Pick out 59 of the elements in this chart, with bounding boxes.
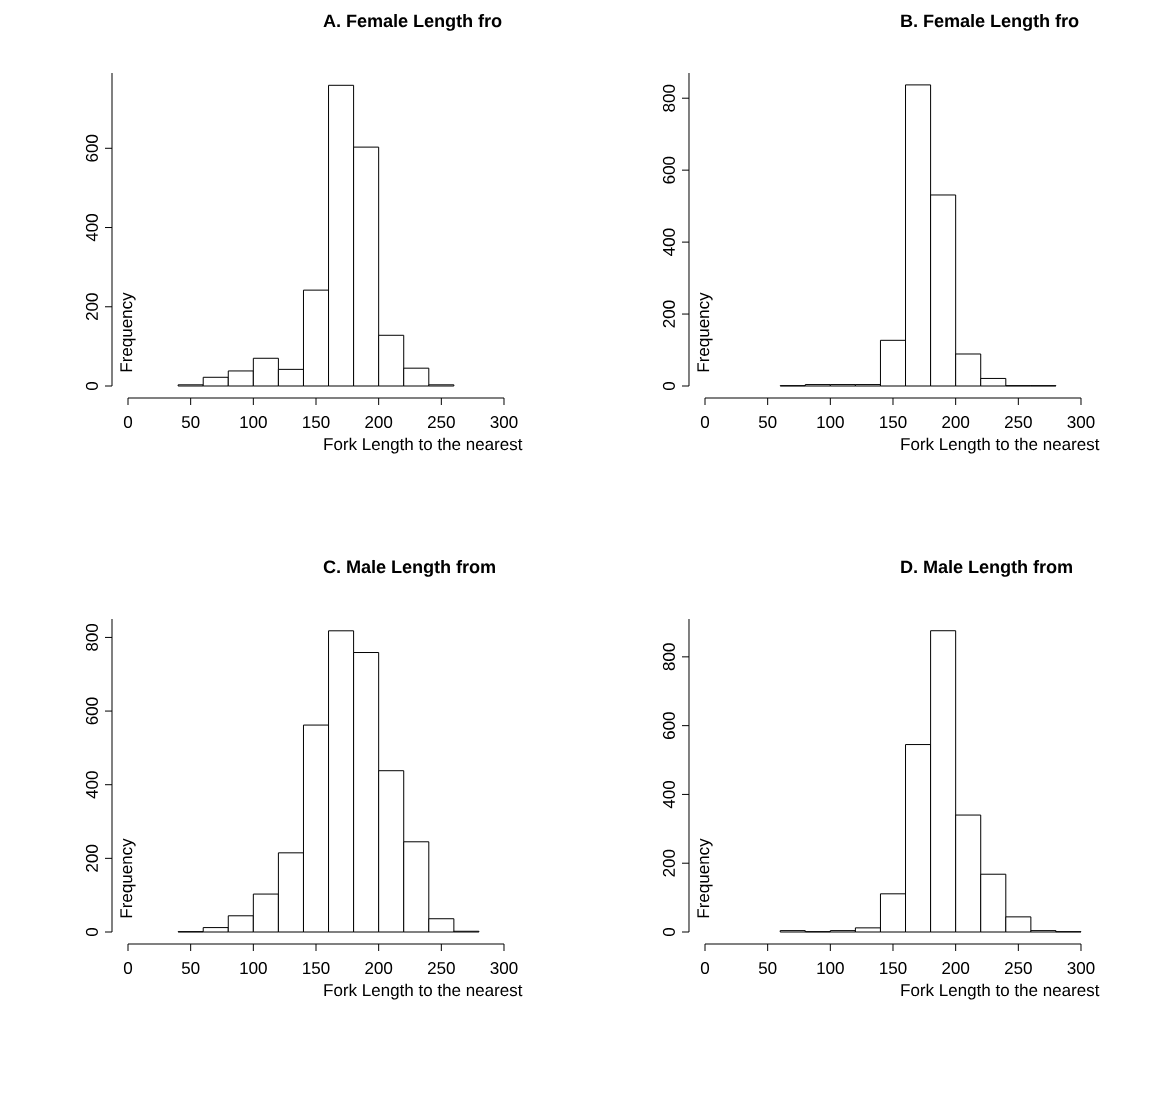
y-tick-label: 600	[662, 712, 675, 739]
x-tick-label: 50	[758, 416, 777, 429]
x-tick-label: 50	[181, 416, 200, 429]
y-tick-label: 400	[662, 780, 675, 809]
x-tick-label: 250	[428, 962, 455, 975]
x-axis-title: Fork Length to the nearest	[901, 437, 1100, 454]
x-tick-label: 150	[303, 962, 330, 975]
x-tick-label: 100	[817, 416, 844, 429]
y-tick-label: 200	[85, 844, 98, 872]
chart-title: D. Male Length from	[901, 559, 1072, 577]
x-axis-title: Fork Length to the nearest	[901, 983, 1100, 1000]
x-tick-label: 150	[880, 416, 907, 429]
x-tick-label: 200	[365, 962, 393, 975]
y-axis-title: Frequency	[120, 292, 136, 372]
x-tick-label: 100	[240, 962, 267, 975]
y-tick-label: 200	[662, 300, 675, 328]
x-tick-label: 250	[428, 416, 455, 429]
y-tick-label: 200	[85, 293, 98, 321]
x-tick-label: 0	[700, 416, 710, 429]
x-tick-label: 150	[880, 962, 907, 975]
x-tick-label: 200	[942, 416, 970, 429]
x-tick-label: 200	[942, 962, 970, 975]
y-tick-label: 600	[85, 134, 98, 162]
x-tick-label: 300	[490, 962, 518, 975]
x-tick-label: 0	[700, 962, 710, 975]
x-tick-label: 0	[123, 962, 133, 975]
x-tick-label: 250	[1005, 416, 1032, 429]
y-tick-label: 800	[85, 623, 98, 651]
x-tick-label: 300	[1067, 962, 1095, 975]
x-tick-label: 100	[817, 962, 844, 975]
x-axis-title: Fork Length to the nearest	[324, 983, 523, 1000]
y-tick-label: 0	[662, 927, 675, 937]
x-tick-label: 0	[123, 416, 133, 429]
y-tick-label: 200	[662, 849, 675, 877]
chart-title: A. Female Length fro	[323, 13, 502, 31]
y-tick-label: 800	[662, 643, 675, 671]
x-axis-title: Fork Length to the nearest	[324, 437, 523, 454]
y-tick-label: 400	[662, 228, 675, 256]
x-tick-label: 300	[490, 416, 518, 429]
y-tick-label: 400	[85, 214, 98, 242]
y-tick-label: 0	[662, 381, 675, 391]
y-tick-label: 400	[85, 771, 98, 799]
y-tick-label: 0	[85, 381, 98, 391]
x-tick-label: 200	[365, 416, 393, 429]
y-tick-label: 0	[85, 927, 98, 937]
x-tick-label: 300	[1067, 416, 1095, 429]
x-tick-label: 50	[181, 962, 200, 975]
y-tick-label: 800	[662, 84, 675, 112]
chart-title: C. Male Length from	[323, 559, 495, 577]
y-axis-title: Frequency	[120, 838, 136, 918]
y-axis-title: Frequency	[697, 292, 713, 372]
x-tick-label: 100	[240, 416, 267, 429]
x-tick-label: 250	[1005, 962, 1032, 975]
x-tick-label: 50	[758, 962, 777, 975]
y-axis-title: Frequency	[697, 838, 713, 918]
y-tick-label: 600	[85, 697, 98, 725]
chart-title: B. Female Length fro	[901, 13, 1079, 31]
y-tick-label: 600	[662, 156, 675, 184]
x-tick-label: 150	[303, 416, 330, 429]
